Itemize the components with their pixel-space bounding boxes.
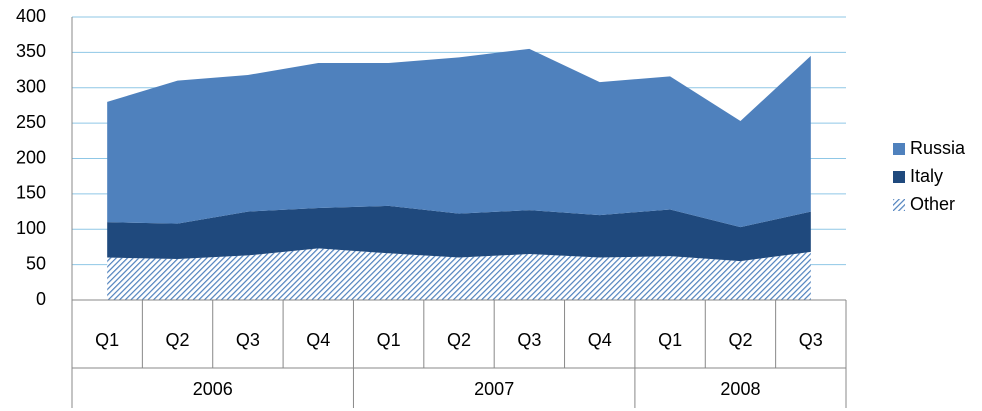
- y-tick-label: 50: [26, 253, 46, 273]
- group-label: 2006: [193, 379, 233, 399]
- legend-label: Russia: [910, 138, 966, 158]
- y-tick-label: 0: [36, 289, 46, 309]
- y-tick-label: 200: [16, 147, 46, 167]
- legend-label: Other: [910, 194, 955, 214]
- legend-label: Italy: [910, 166, 943, 186]
- area: [107, 48, 811, 228]
- x-tick-label: Q1: [377, 330, 401, 350]
- group-label: 2008: [720, 379, 760, 399]
- y-tick-label: 250: [16, 112, 46, 132]
- area: [107, 205, 811, 262]
- y-tick-label: 400: [16, 6, 46, 26]
- area: [107, 248, 811, 300]
- x-tick-label: Q4: [306, 330, 330, 350]
- legend-swatch: [893, 143, 905, 155]
- x-tick-label: Q3: [799, 330, 823, 350]
- legend-swatch: [893, 199, 905, 211]
- y-tick-label: 150: [16, 183, 46, 203]
- x-tick-label: Q3: [517, 330, 541, 350]
- legend-swatch: [893, 171, 905, 183]
- x-tick-label: Q2: [728, 330, 752, 350]
- group-label: 2007: [474, 379, 514, 399]
- y-tick-label: 350: [16, 41, 46, 61]
- x-tick-label: Q3: [236, 330, 260, 350]
- x-tick-label: Q4: [588, 330, 612, 350]
- x-tick-label: Q2: [447, 330, 471, 350]
- x-tick-label: Q2: [166, 330, 190, 350]
- y-tick-label: 100: [16, 218, 46, 238]
- x-tick-label: Q1: [95, 330, 119, 350]
- x-tick-label: Q1: [658, 330, 682, 350]
- y-tick-label: 300: [16, 77, 46, 97]
